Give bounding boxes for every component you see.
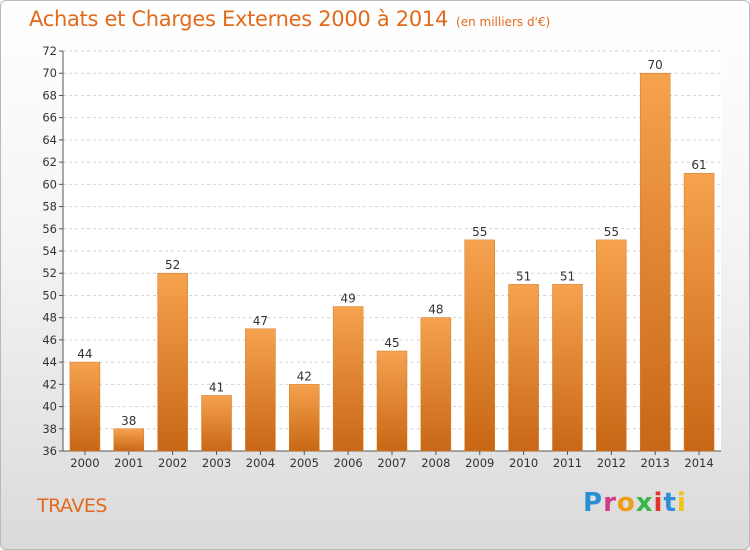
y-tick-label: 60 (42, 177, 57, 191)
bar (420, 317, 452, 452)
y-tick-label: 68 (42, 88, 57, 102)
bar (245, 328, 276, 452)
y-tick-label: 40 (42, 400, 57, 414)
bar-value-label: 55 (604, 225, 619, 239)
bar-value-label: 51 (516, 269, 531, 283)
bar-value-label: 61 (691, 158, 706, 172)
y-tick-label: 38 (42, 422, 57, 436)
x-tick-label: 2009 (465, 456, 494, 470)
bar (552, 284, 583, 452)
x-tick-label: 2005 (290, 456, 319, 470)
y-tick-label: 48 (42, 311, 57, 325)
bar (508, 284, 539, 452)
y-tick-label: 66 (42, 111, 57, 125)
x-tick-label: 2003 (202, 456, 231, 470)
y-tick-label: 54 (42, 244, 57, 258)
bar (376, 350, 408, 452)
x-tick-label: 2013 (641, 456, 670, 470)
y-tick-label: 62 (42, 155, 57, 169)
bar (113, 428, 145, 452)
x-tick-label: 2014 (684, 456, 713, 470)
bar (69, 361, 101, 452)
bar (201, 395, 232, 452)
x-tick-label: 2004 (246, 456, 275, 470)
bar-value-label: 55 (472, 225, 487, 239)
chart-title: Achats et Charges Externes 2000 à 2014 (e… (29, 7, 550, 31)
bar (157, 272, 188, 452)
bar (596, 239, 627, 452)
bar-value-label: 49 (340, 292, 355, 306)
bar (683, 172, 715, 452)
x-tick-label: 2008 (421, 456, 450, 470)
proxiti-logo[interactable]: Proxiti (583, 488, 687, 518)
y-tick-label: 56 (42, 222, 57, 236)
bar-value-label: 44 (77, 347, 92, 361)
chart-subtitle: (en milliers d'€) (456, 15, 551, 29)
y-tick-label: 52 (42, 266, 57, 280)
y-tick-label: 70 (42, 66, 57, 80)
bar-value-label: 47 (253, 314, 268, 328)
y-tick-label: 46 (42, 333, 57, 347)
bar (332, 306, 364, 452)
bar-value-label: 38 (121, 414, 136, 428)
bar-value-label: 41 (209, 380, 224, 394)
bar (639, 72, 671, 452)
commune-name: TRAVES (37, 495, 107, 517)
bar-value-label: 52 (165, 258, 180, 272)
x-tick-label: 2001 (114, 456, 143, 470)
bar-value-label: 48 (428, 303, 443, 317)
y-tick-label: 72 (42, 44, 57, 58)
x-tick-label: 2000 (70, 456, 99, 470)
x-tick-label: 2002 (158, 456, 187, 470)
bar-value-label: 51 (560, 269, 575, 283)
y-tick-label: 58 (42, 200, 57, 214)
bar-value-label: 70 (648, 58, 663, 72)
chart-title-text: Achats et Charges Externes 2000 à 2014 (29, 7, 449, 31)
y-tick-label: 42 (42, 377, 57, 391)
y-tick-label: 44 (42, 355, 57, 369)
x-tick-label: 2006 (333, 456, 362, 470)
y-tick-label: 36 (42, 444, 57, 458)
y-tick-label: 50 (42, 288, 57, 302)
x-tick-label: 2010 (509, 456, 538, 470)
x-tick-label: 2011 (553, 456, 582, 470)
bar-value-label: 42 (297, 369, 312, 383)
bar-value-label: 45 (384, 336, 399, 350)
y-tick-label: 64 (42, 133, 57, 147)
bar (464, 239, 495, 452)
x-tick-label: 2012 (597, 456, 626, 470)
bar (289, 384, 320, 452)
x-tick-label: 2007 (377, 456, 406, 470)
